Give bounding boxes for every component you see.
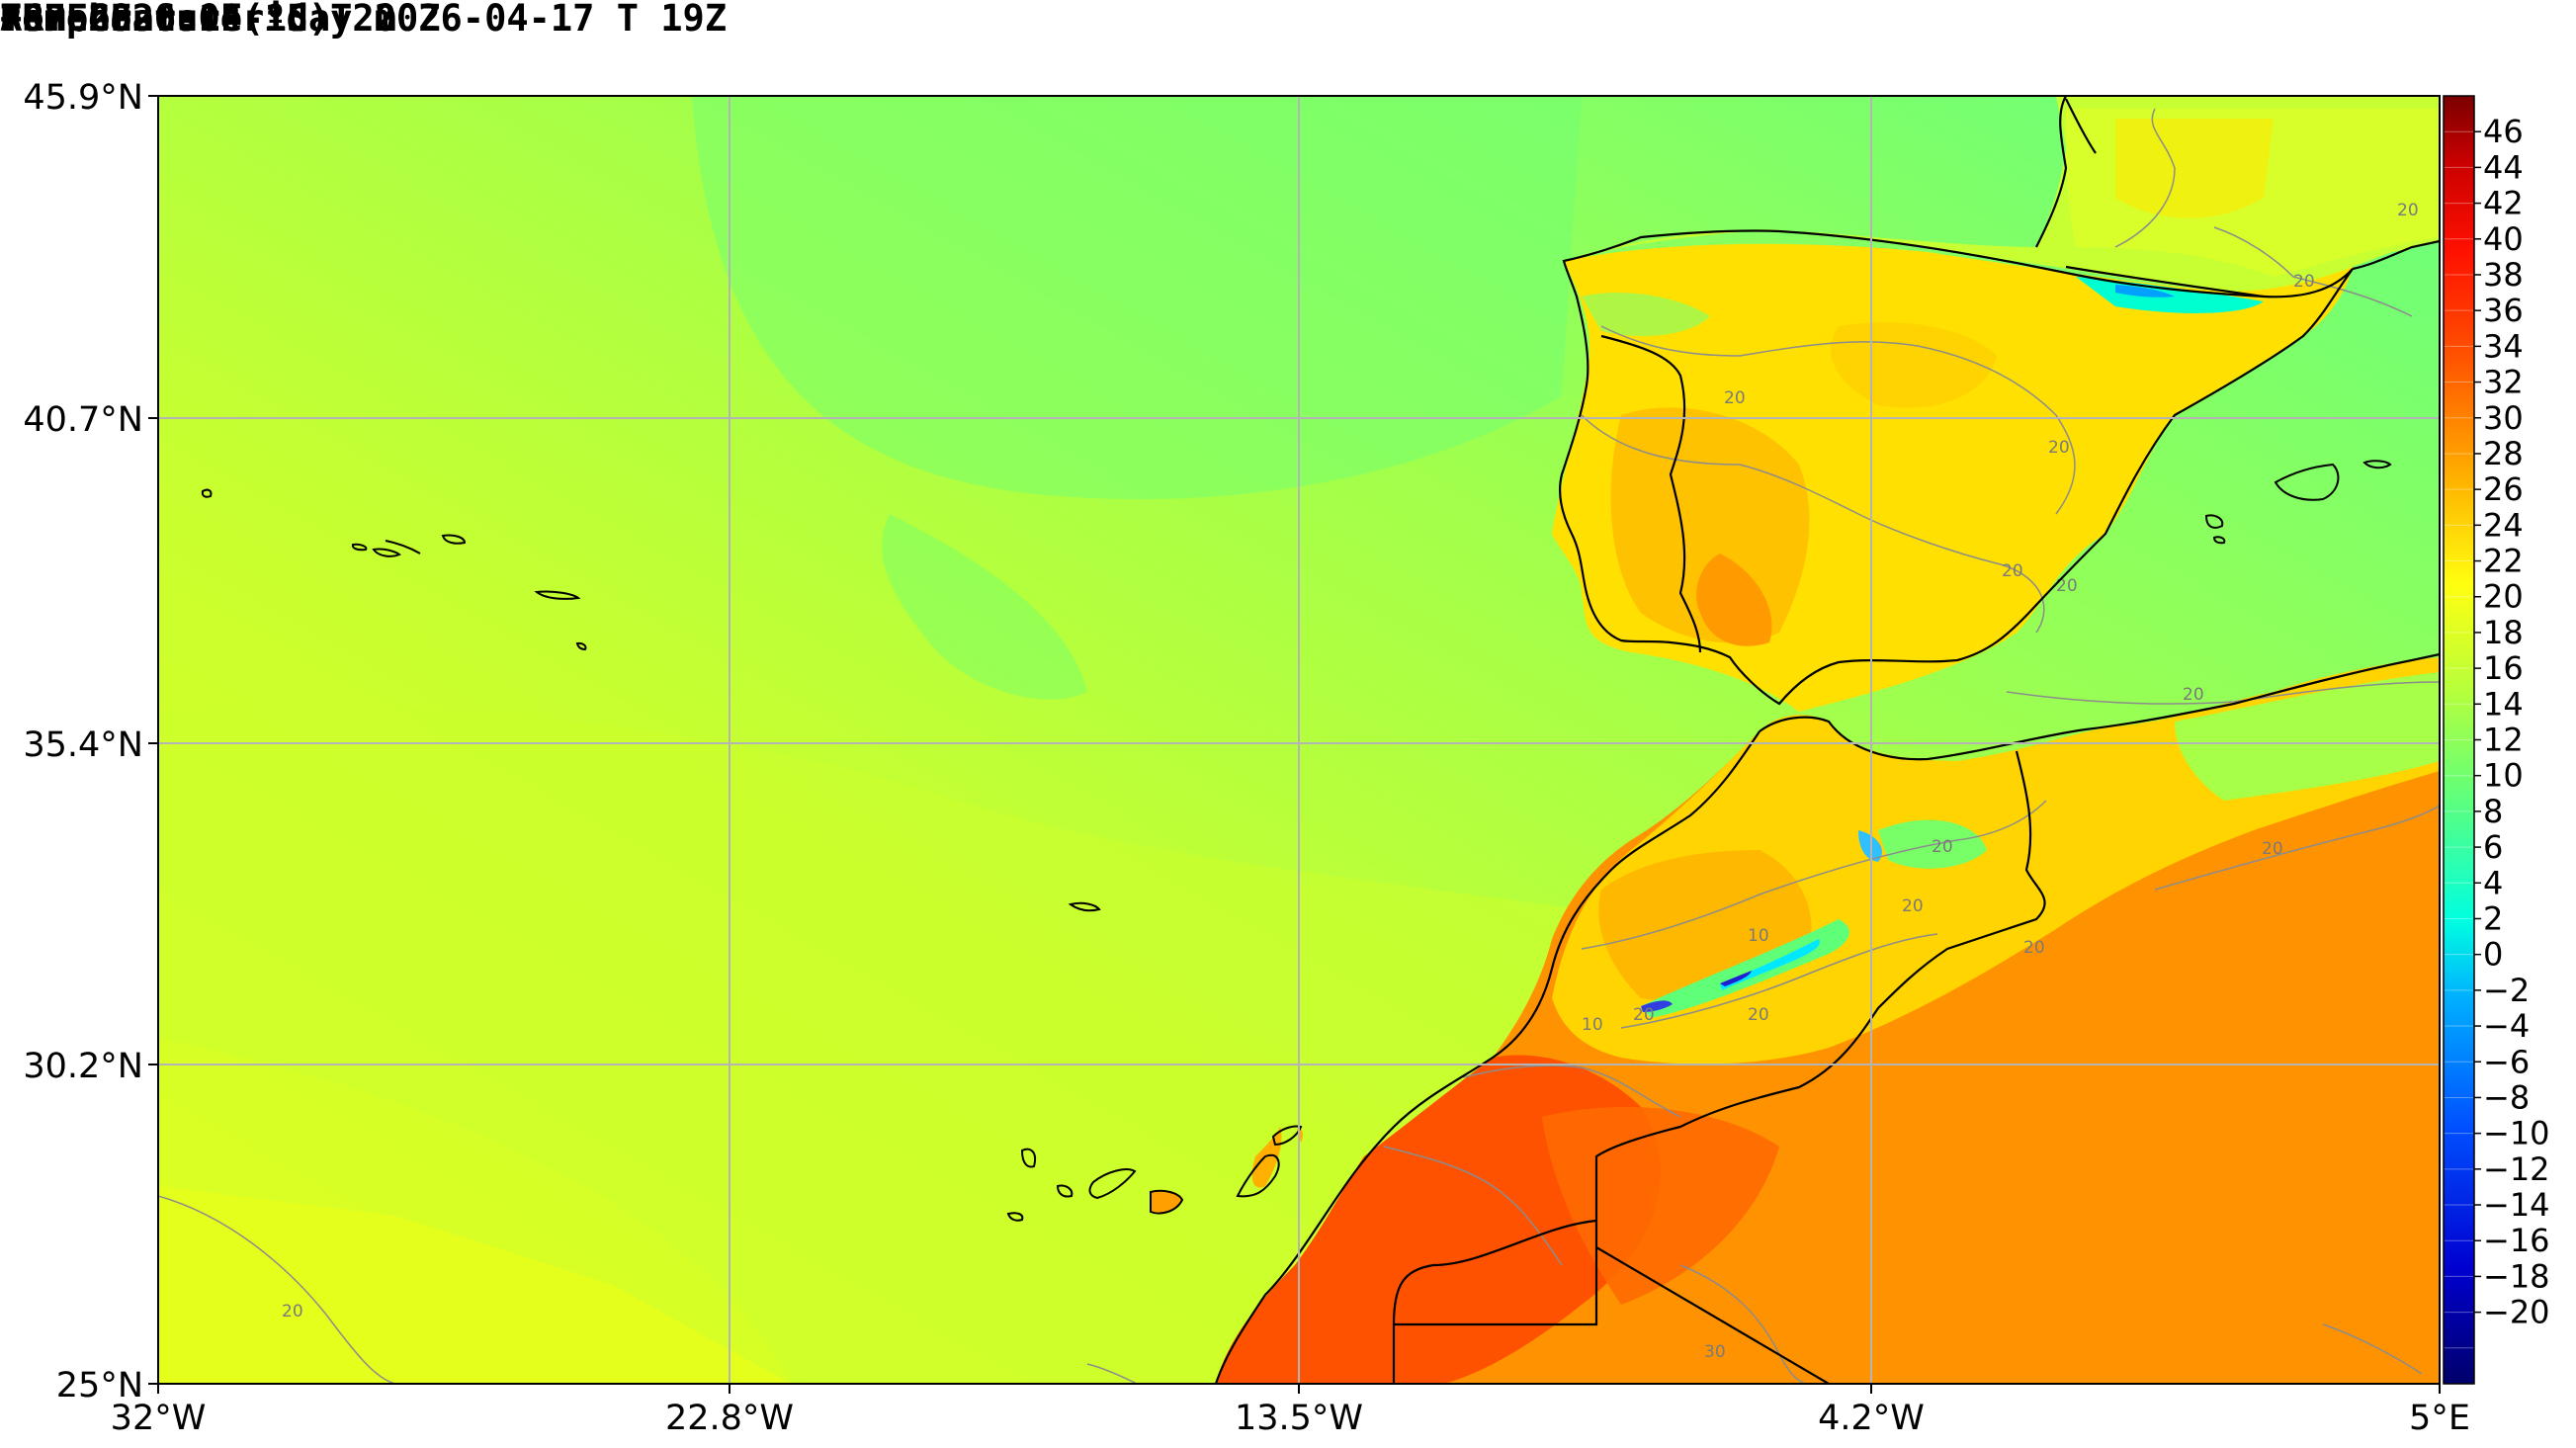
contour-label: 20 <box>2262 839 2283 859</box>
longitude-axis: 32°W 22.8°W 13.5°W 4.2°W 5°E <box>111 1384 2470 1438</box>
lead-time: +67 hours <box>0 0 199 40</box>
lat-tick-label: 45.9°N <box>23 78 143 118</box>
contour-label: 10 <box>1582 1015 1603 1035</box>
graticule <box>158 96 2440 1384</box>
coastlines <box>1214 96 2440 1384</box>
run-time: Run 2026-04-15 T 00Z <box>0 0 441 40</box>
colorbar-label: 8 <box>2483 793 2503 830</box>
colorbar: 4644424038363432302826242220181614121086… <box>2443 95 2550 1385</box>
lat-tick-label: 25°N <box>56 1366 143 1405</box>
contour-label: 20 <box>2023 938 2045 958</box>
colorbar-label: 38 <box>2483 256 2524 294</box>
colorbar-label: −18 <box>2483 1257 2550 1295</box>
contour-label: 20 <box>1748 1005 1769 1025</box>
lat-tick-label: 30.2°N <box>23 1047 143 1086</box>
lon-tick-label: 22.8°W <box>665 1399 794 1438</box>
colorbar-label: 30 <box>2483 399 2524 437</box>
isotherm-lines <box>158 108 2440 1384</box>
colorbar-label: 40 <box>2483 220 2524 258</box>
colorbar-label: −6 <box>2483 1043 2530 1080</box>
isotherm-labels: 20 20 20 20 20 20 20 20 20 20 20 20 10 1… <box>282 201 2419 1362</box>
colorbar-label: 32 <box>2483 364 2524 401</box>
colorbar-label: 6 <box>2483 828 2503 866</box>
lon-tick-label: 4.2°W <box>1818 1399 1925 1438</box>
contour-label: 20 <box>2002 561 2023 581</box>
lon-tick-label: 5°E <box>2409 1399 2470 1438</box>
colorbar-label: 26 <box>2483 470 2524 508</box>
colorbar-label: 10 <box>2483 757 2524 795</box>
colorbar-label: −16 <box>2483 1222 2550 1259</box>
colorbar-label: −14 <box>2483 1186 2550 1224</box>
contour-label: 20 <box>2293 272 2315 292</box>
colorbar-label: −10 <box>2483 1115 2550 1152</box>
colorbar-label: −12 <box>2483 1150 2550 1188</box>
latitude-axis: 45.9°N 40.7°N 35.4°N 30.2°N 25°N <box>23 78 158 1405</box>
colorbar-label: −2 <box>2483 972 2530 1009</box>
islands <box>201 460 2392 1222</box>
lon-tick-label: 13.5°W <box>1235 1399 1363 1438</box>
colorbar-label: 22 <box>2483 543 2524 580</box>
colorbar-label: 12 <box>2483 722 2524 759</box>
colorbar-label: −4 <box>2483 1007 2530 1045</box>
lat-tick-label: 40.7°N <box>23 400 143 440</box>
contour-label: 20 <box>2397 201 2419 220</box>
colorbar-label: 24 <box>2483 506 2524 544</box>
colorbar-label: 14 <box>2483 685 2524 723</box>
contour-label: 20 <box>282 1302 303 1321</box>
forecast-time: Forecast: Friday 2026-04-17 T 19Z <box>0 0 728 40</box>
colorbar-label: −20 <box>2483 1294 2550 1331</box>
colorbar-label: 18 <box>2483 614 2524 651</box>
colorbar-scale <box>2444 96 2474 1384</box>
colorbar-label: 46 <box>2483 113 2524 150</box>
colorbar-label: 28 <box>2483 435 2524 472</box>
contour-label: 30 <box>1704 1342 1726 1362</box>
contour-label: 20 <box>1633 1005 1655 1025</box>
contour-label: 20 <box>1724 388 1746 408</box>
contour-label: 10 <box>1748 926 1769 946</box>
colorbar-label: 4 <box>2483 864 2503 901</box>
colorbar-label: −8 <box>2483 1078 2530 1116</box>
lon-tick-label: 32°W <box>111 1399 207 1438</box>
contour-label: 20 <box>1902 896 1924 916</box>
contour-label: 20 <box>2048 438 2070 458</box>
contour-label: 20 <box>2056 576 2078 596</box>
map-title: Temperature(ºC) 2m <box>0 0 396 40</box>
colorbar-label: 44 <box>2483 148 2524 186</box>
lat-tick-label: 35.4°N <box>23 725 143 765</box>
colorbar-label: 36 <box>2483 292 2524 329</box>
colorbar-label: 16 <box>2483 649 2524 687</box>
colorbar-label: 0 <box>2483 936 2503 974</box>
colorbar-label: 2 <box>2483 899 2503 937</box>
colorbar-label: 34 <box>2483 327 2524 365</box>
colorbar-label: 20 <box>2483 578 2524 616</box>
contour-label: 20 <box>2183 685 2204 705</box>
contour-label: 20 <box>1932 837 1953 857</box>
colorbar-label: 42 <box>2483 185 2524 222</box>
model-name: ARPEGE 0.1º <box>0 0 243 40</box>
